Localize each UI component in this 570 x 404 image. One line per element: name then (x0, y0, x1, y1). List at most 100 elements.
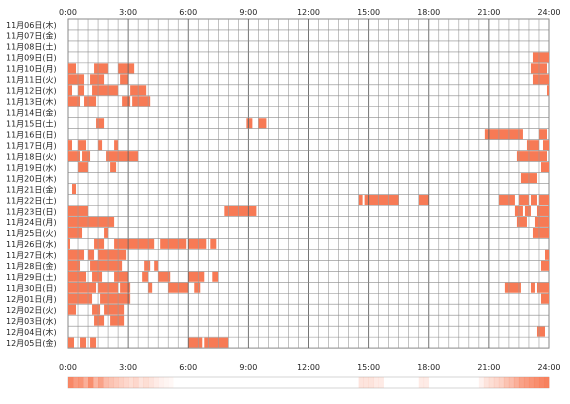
activity-bar (540, 260, 549, 271)
row-label: 11月30日(日) (6, 284, 57, 293)
activity-bar (546, 85, 549, 96)
activity-bar (68, 337, 75, 348)
summary-strip-cell (133, 377, 139, 388)
row-label: 11月21日(金) (6, 184, 57, 194)
activity-bar (418, 195, 429, 205)
activity-bar (536, 205, 549, 216)
activity-bar (68, 216, 115, 227)
activity-bar (96, 118, 105, 129)
activity-bar (516, 151, 547, 162)
row-label: 11月22日(土) (6, 195, 57, 205)
row-label: 11月17日(月) (6, 141, 57, 150)
activity-bar (518, 195, 529, 205)
summary-strip-cell (528, 377, 535, 388)
activity-bar (98, 249, 127, 260)
activity-bar (114, 238, 155, 249)
activity-bar (68, 260, 81, 271)
activity-bar (536, 282, 549, 293)
activity-bar (114, 271, 129, 282)
activity-bar (160, 238, 187, 249)
row-label: 12月01日(月) (6, 295, 57, 304)
row-label: 11月19日(水) (6, 162, 57, 172)
activity-bar (68, 249, 85, 260)
summary-strip-cell (483, 377, 490, 388)
activity-bar (68, 151, 81, 162)
activity-bar (68, 227, 83, 238)
row-label: 11月06日(木) (6, 20, 57, 30)
row-label: 12月05日(金) (6, 338, 57, 348)
activity-bar (68, 85, 73, 96)
activity-bar (504, 282, 521, 293)
activity-bar (540, 293, 549, 304)
activity-bar (80, 337, 87, 348)
activity-bar (194, 282, 201, 293)
summary-strip-cell (68, 377, 74, 388)
summary-strip-cell (368, 377, 374, 388)
activity-bar (104, 304, 125, 315)
activity-bar (538, 129, 547, 140)
row-label: 11月27日(木) (6, 250, 57, 260)
summary-strip-cell (168, 377, 174, 388)
activity-bar (72, 184, 77, 195)
summary-strip-cell (123, 377, 129, 388)
activity-bar (94, 238, 105, 249)
row-label: 12月02日(火) (6, 306, 57, 315)
summary-strip-cell (148, 377, 154, 388)
activity-bar (524, 205, 531, 216)
summary-strip-cell (508, 377, 515, 388)
x-tick-label-bottom: 9:00 (239, 363, 257, 372)
activity-bar (188, 271, 205, 282)
x-tick-label-bottom: 3:00 (119, 363, 137, 372)
activity-bar (68, 74, 85, 85)
row-label: 11月14日(金) (6, 108, 57, 118)
summary-strip-cell (538, 377, 545, 388)
activity-bar (68, 293, 93, 304)
activity-bar (68, 238, 71, 249)
activity-bar (68, 282, 97, 293)
activity-bar (92, 85, 119, 96)
activity-bar (188, 337, 203, 348)
activity-bar (92, 271, 103, 282)
x-tick-label-bottom: 0:00 (59, 363, 77, 372)
activity-bar (78, 85, 85, 96)
activity-bar (246, 118, 253, 129)
activity-bar (516, 216, 527, 227)
summary-strip-cell (108, 377, 114, 388)
row-label: 11月29日(土) (6, 272, 57, 282)
activity-bar (78, 162, 89, 173)
activity-bar (94, 63, 109, 74)
row-label: 11月11日(火) (6, 76, 57, 85)
summary-strip-cell (98, 377, 104, 388)
activity-bar (364, 195, 399, 205)
row-label: 11月26日(水) (6, 239, 57, 249)
activity-bar (536, 326, 545, 337)
row-label: 11月23日(日) (6, 207, 57, 216)
x-tick-label-bottom: 15:00 (357, 363, 380, 372)
activity-bar (114, 140, 119, 151)
activity-bar (532, 74, 549, 85)
summary-strip-cell (363, 377, 369, 388)
summary-strip-cell (158, 377, 164, 388)
row-label: 11月15日(土) (6, 119, 57, 129)
activity-bar (94, 315, 105, 326)
summary-strip-cell (378, 377, 384, 388)
activity-bar (120, 74, 129, 85)
summary-strip-cell (163, 377, 169, 388)
row-label: 11月13日(木) (6, 97, 57, 107)
activity-bar (542, 140, 549, 151)
summary-strip-cell (83, 377, 89, 388)
summary-strip-cell (533, 377, 540, 388)
row-label: 11月28日(金) (6, 261, 57, 271)
row-label: 11月08日(土) (6, 42, 57, 52)
summary-strip-cell (488, 377, 495, 388)
activity-bar (84, 96, 97, 107)
summary-strip-cell (118, 377, 124, 388)
activity-bar (212, 271, 219, 282)
summary-strip-cell (543, 377, 550, 388)
row-label: 11月09日(日) (6, 54, 57, 63)
activity-bar (104, 227, 109, 238)
activity-bar (68, 271, 87, 282)
activity-bar (120, 282, 131, 293)
